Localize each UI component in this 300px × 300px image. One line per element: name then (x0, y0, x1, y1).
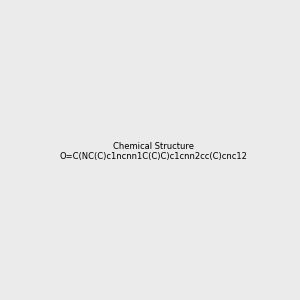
Text: Chemical Structure
O=C(NC(C)c1ncnn1C(C)C)c1cnn2cc(C)cnc12: Chemical Structure O=C(NC(C)c1ncnn1C(C)C… (60, 142, 248, 161)
